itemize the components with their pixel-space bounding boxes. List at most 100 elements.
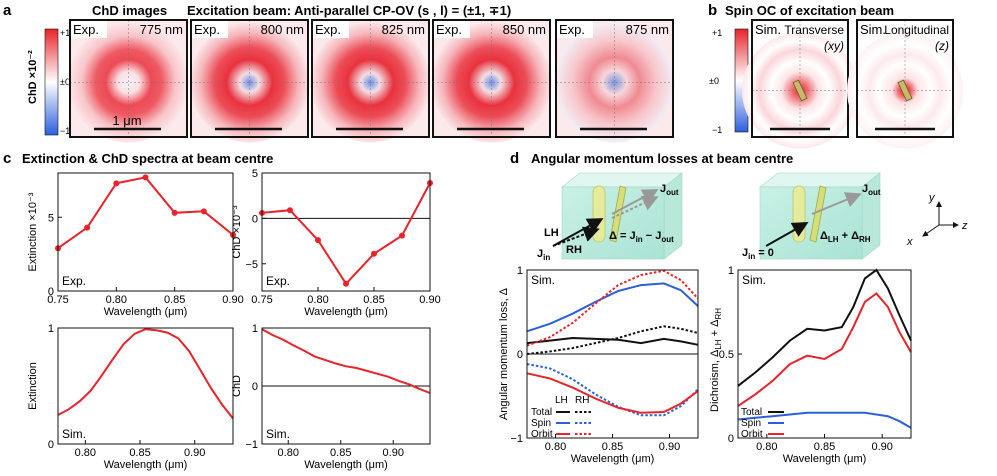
x-axis-label: Wavelength (μm) <box>104 306 188 318</box>
sim-image-name: Longitudinal <box>884 23 949 37</box>
y-tick-label: 1 <box>252 323 258 335</box>
colorbar-b-tick-mid: ±0 <box>709 76 719 86</box>
sim-image-1: Sim. Transverse (xy) <box>742 19 858 149</box>
sim-tag: Sim. <box>860 22 886 37</box>
panel-d-letter: d <box>510 150 519 167</box>
sim-image-2: Sim.Longitudinal (z) <box>847 19 963 149</box>
plot-frame <box>57 327 234 445</box>
x-tick-label: 0.85 <box>814 441 835 453</box>
data-point <box>84 224 91 231</box>
x-tick-label: 0.85 <box>129 447 150 459</box>
panel-b: b Spin OC of excitation beam +1 ±0 −1 Si… <box>708 2 963 149</box>
y-tick-label: 0 <box>728 433 734 445</box>
x-tick-label: 0.80 <box>756 441 777 453</box>
chart-c_chd_sim: 0.80 0.85 0.90 −1 0 1 Wavelength (μm) ChD Sim. <box>231 323 431 471</box>
x-tick-label: 0.80 <box>106 294 127 306</box>
nanorod-right-1 <box>792 185 806 243</box>
sim-exp-tag: Exp. <box>266 274 290 288</box>
axis-label-y: y <box>928 192 936 204</box>
series-line-total <box>737 268 912 387</box>
nanorod-left-1 <box>592 185 606 243</box>
y-axis-label: Extinction <box>27 362 39 410</box>
plot-frame <box>57 172 234 292</box>
exp-tag: Exp. <box>194 22 220 37</box>
x-axis-label: Wavelength (μm) <box>783 453 867 465</box>
x-tick-label: 0.90 <box>871 441 892 453</box>
sim-tag: Sim. <box>755 22 781 37</box>
legend-header-lh: LH <box>555 395 568 406</box>
axis-label-x: x <box>906 236 913 248</box>
data-point <box>200 208 207 215</box>
legend-item-label: Total <box>741 407 762 418</box>
wavelength-label: 775 nm <box>140 22 183 37</box>
data-point <box>399 232 405 239</box>
x-tick-label: 0.85 <box>164 294 185 306</box>
jout-rh-arrow <box>611 195 659 219</box>
series-line-orbit-lh <box>526 372 699 414</box>
x-tick-label: 0.80 <box>75 447 96 459</box>
exp-tag: Exp. <box>73 22 99 37</box>
nanorod-icon <box>792 79 808 102</box>
y-tick-label: 5 <box>48 212 54 224</box>
data-point <box>371 250 377 257</box>
legend-header-rh: RH <box>575 395 589 406</box>
exp-image-row: Exp. 775 nm 1 μm Exp. 800 nm Exp. 825 nm Exp. 85… <box>68 19 675 143</box>
panel-a-title-right: Excitation beam: Anti-parallel CP-OV (s … <box>187 3 511 18</box>
axis-label-z: z <box>961 220 968 232</box>
plot-frame <box>261 172 431 292</box>
x-tick-label: 0.85 <box>602 441 623 453</box>
wavelength-label: 825 nm <box>382 22 425 37</box>
nanorod-right-2 <box>809 185 827 243</box>
y-tick-label: 0 <box>252 213 258 225</box>
colorbar-a-label: ChD ×10⁻² <box>27 50 39 104</box>
series-line-total-lh <box>526 336 699 346</box>
y-tick-label: −1 <box>510 433 523 445</box>
colorbar-a-tick-bot: −1 <box>60 126 70 136</box>
sim-exp-tag: Sim. <box>531 273 555 287</box>
y-tick-label: −1 <box>245 439 258 451</box>
diagram-left-lh: LH <box>544 227 559 239</box>
panel-a-title-left: ChD images <box>92 3 167 18</box>
series-line-exp- <box>261 182 431 286</box>
panel-b-title: Spin OC of excitation beam <box>725 3 894 18</box>
y-axis-label: ChD <box>231 375 243 397</box>
x-tick-label: 0.75 <box>47 294 68 306</box>
coordinate-axes: y z x <box>906 192 968 248</box>
x-axis-label: Wavelength (μm) <box>571 453 655 465</box>
exp-image-5: Exp. 875 nm <box>554 19 675 143</box>
y-tick-label: 0 <box>48 286 54 298</box>
x-tick-label: 0.80 <box>307 294 328 306</box>
diagram-left-jin: Jin <box>537 248 550 262</box>
data-point <box>113 180 120 187</box>
exp-tag: Exp. <box>436 22 462 37</box>
x-tick-label: 0.85 <box>363 294 384 306</box>
sim-image-row: Sim. Transverse(xy)Sim.Longitudinal(z) <box>742 19 963 149</box>
data-point <box>343 280 349 287</box>
charts: 0.75 0.80 0.85 0.90 0 5 Wavelength (μm) Extinct… <box>27 168 912 471</box>
chart-c_ext_exp: 0.75 0.80 0.85 0.90 0 5 Wavelength (μm) Extinct… <box>27 172 244 318</box>
x-tick-label: 0.90 <box>222 294 243 306</box>
colorbar-a-tick-mid: ±0 <box>60 77 70 87</box>
y-tick-label: 0 <box>252 381 258 393</box>
colorbar-b-tick-top: +1 <box>712 28 722 38</box>
chart-d_dichroism: 0.80 0.85 0.90 0 0.5 1 Wavelength (μm) Dichrois… <box>709 265 912 465</box>
wavelength-label: 850 nm <box>503 22 546 37</box>
legend-item-label: Orbit <box>741 429 763 440</box>
sim-image-name: Transverse <box>784 23 844 37</box>
diagram-left-eq: Δ = Jin − Jout <box>609 230 674 244</box>
legend-item-label: Spin <box>531 418 551 429</box>
scalebar-label: 1 μm <box>112 113 141 128</box>
panel-c-title: Extinction & ChD spectra at beam centre <box>22 151 273 166</box>
jin-lh-arrow <box>552 218 604 247</box>
x-axis-label: Wavelength (μm) <box>304 306 388 318</box>
wavelength-label: 875 nm <box>626 22 669 37</box>
diagram-left-rh: RH <box>566 244 582 256</box>
sim-exp-tag: Sim. <box>62 427 86 441</box>
panel-b-letter: b <box>708 2 717 19</box>
sim-exp-tag: Exp. <box>62 274 86 288</box>
x-tick-label: 0.90 <box>184 447 205 459</box>
sim-image-axis: (xy) <box>824 39 844 53</box>
exp-image-2: Exp. 800 nm <box>189 19 310 143</box>
